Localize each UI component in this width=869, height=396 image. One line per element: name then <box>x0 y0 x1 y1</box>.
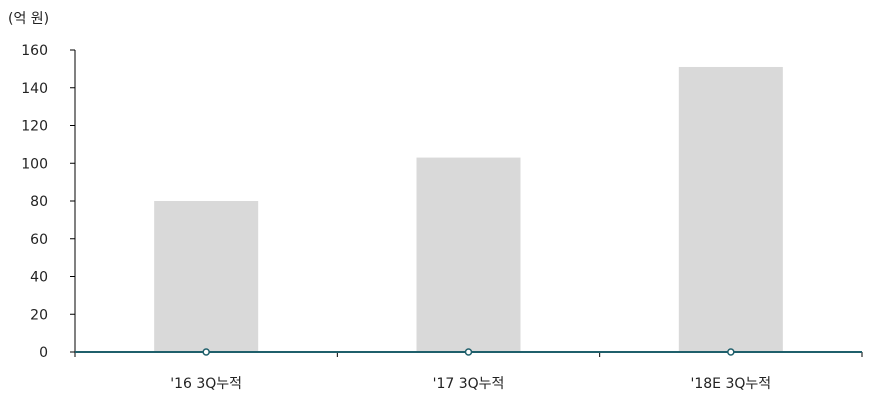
line-point-marker <box>464 348 473 356</box>
y-tick-label: 140 <box>21 81 48 97</box>
bar <box>678 66 783 353</box>
bar <box>416 157 521 352</box>
line-point-marker <box>727 348 735 356</box>
y-tick-label: 100 <box>21 156 48 172</box>
y-tick-label: 80 <box>30 194 48 210</box>
bars <box>154 66 783 353</box>
line-point-marker <box>202 348 210 356</box>
y-tick-label: 0 <box>39 345 48 361</box>
y-tick-label: 160 <box>21 43 48 59</box>
bar <box>154 201 259 352</box>
y-tick-label: 60 <box>30 232 48 248</box>
y-tick-label: 40 <box>30 270 48 286</box>
y-tick-labels: 0 20 40 60 80 100 120 140 160 <box>21 43 48 361</box>
line-series <box>75 348 862 356</box>
x-category-label: '17 3Q누적 <box>433 376 505 392</box>
y-axis-unit-label: (억 원) <box>8 11 50 27</box>
y-tick-label: 120 <box>21 119 48 135</box>
y-tick-label: 20 <box>30 307 48 323</box>
x-category-label: '18E 3Q누적 <box>691 376 772 392</box>
x-category-label: '16 3Q누적 <box>170 376 242 392</box>
x-tick-labels: '16 3Q누적 '17 3Q누적 '18E 3Q누적 <box>170 376 771 392</box>
